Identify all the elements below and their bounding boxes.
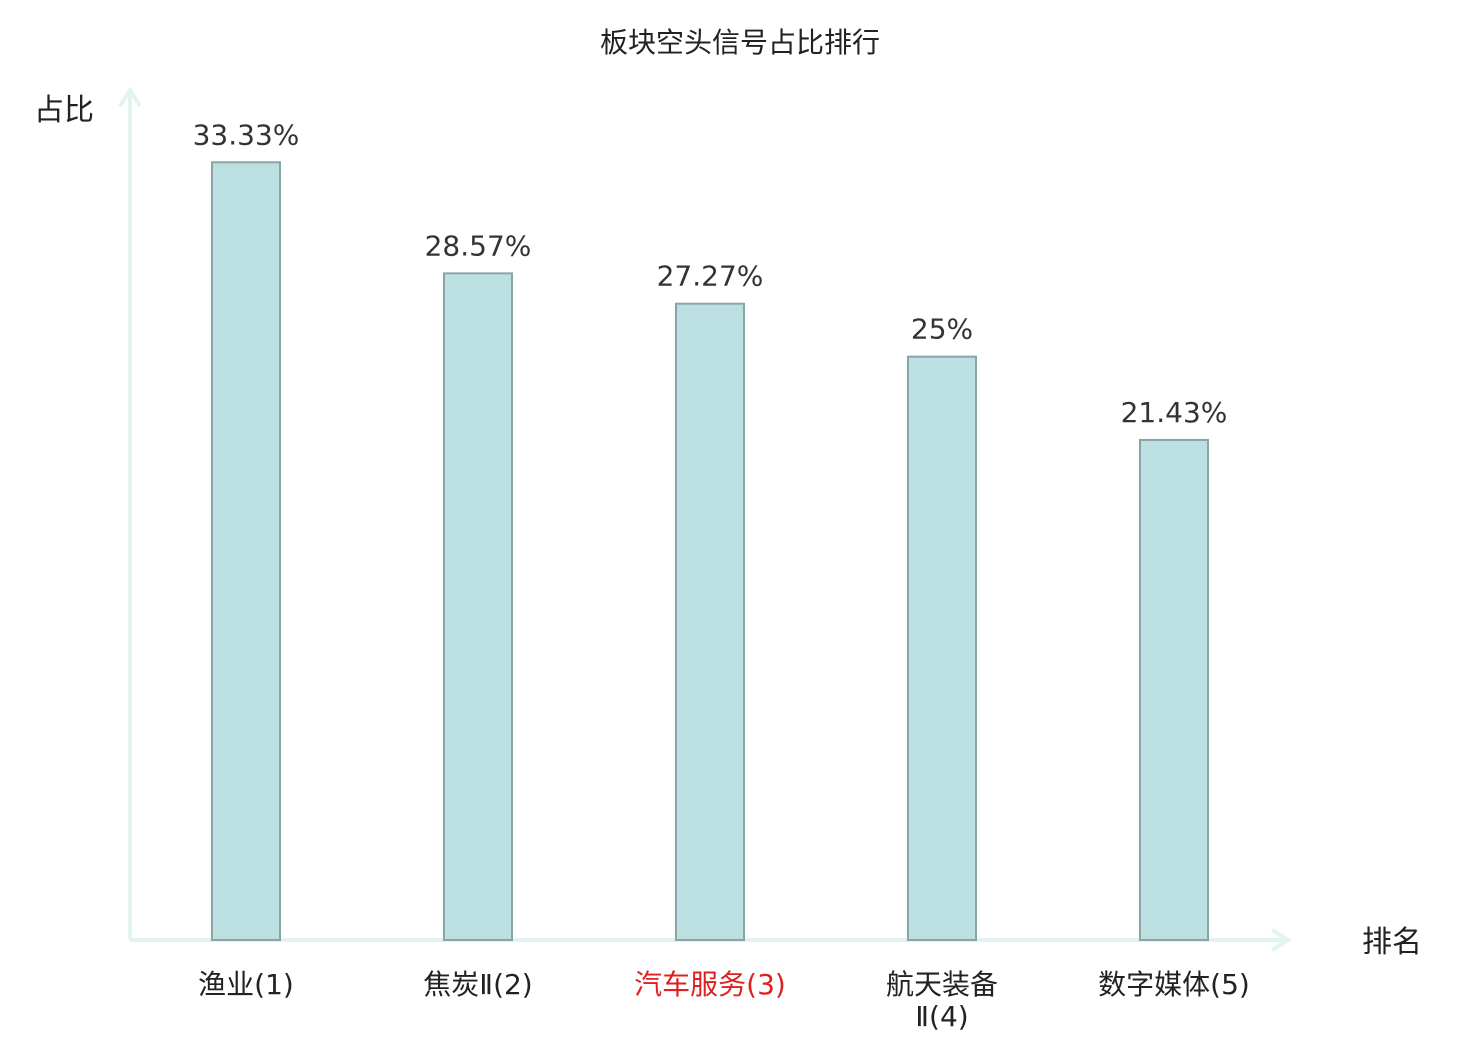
- bar-value-label: 33.33%: [193, 118, 300, 151]
- bar: [907, 355, 977, 941]
- category-rank: (1): [254, 968, 294, 1001]
- bar: [1139, 438, 1209, 941]
- y-axis-label: 占比: [34, 93, 94, 128]
- x-axis-arrow: [1270, 928, 1292, 952]
- category-rank: (2): [493, 968, 533, 1001]
- category-label-line: 航天装备: [886, 968, 998, 1001]
- category-label: 汽车服务(3): [634, 968, 786, 1001]
- category-rank: (3): [746, 968, 786, 1001]
- bar: [443, 272, 513, 942]
- bar-value-label: 28.57%: [425, 229, 532, 262]
- category-rank: (5): [1210, 968, 1250, 1001]
- bar-value-label: 25%: [911, 313, 973, 346]
- x-axis-label: 排名: [1362, 925, 1422, 960]
- category-name: 数字媒体: [1098, 968, 1210, 1001]
- bar: [211, 161, 281, 942]
- value-labels: 33.33% 28.57% 27.27% 25% 21.43%: [193, 118, 1228, 429]
- category-name: 汽车服务: [634, 968, 746, 1001]
- category-name: 焦炭Ⅱ: [423, 968, 493, 1001]
- y-axis-arrow: [118, 86, 142, 108]
- bars: [211, 161, 1209, 942]
- category-label: 渔业(1): [198, 968, 294, 1001]
- category-name: 渔业: [198, 968, 254, 1001]
- category-label: 航天装备 Ⅱ(4): [886, 968, 998, 1033]
- category-label: 焦炭Ⅱ(2): [423, 968, 532, 1001]
- category-labels: 渔业(1) 焦炭Ⅱ(2) 汽车服务(3) 航天装备 Ⅱ(4) 数字媒体(5): [198, 968, 1250, 1033]
- category-label: 数字媒体(5): [1098, 968, 1250, 1001]
- chart-title: 板块空头信号占比排行: [600, 26, 880, 59]
- bar-value-label: 21.43%: [1121, 396, 1228, 429]
- bar-value-label: 27.27%: [657, 260, 764, 293]
- category-label-line: Ⅱ(4): [915, 1000, 968, 1033]
- bar: [675, 302, 745, 941]
